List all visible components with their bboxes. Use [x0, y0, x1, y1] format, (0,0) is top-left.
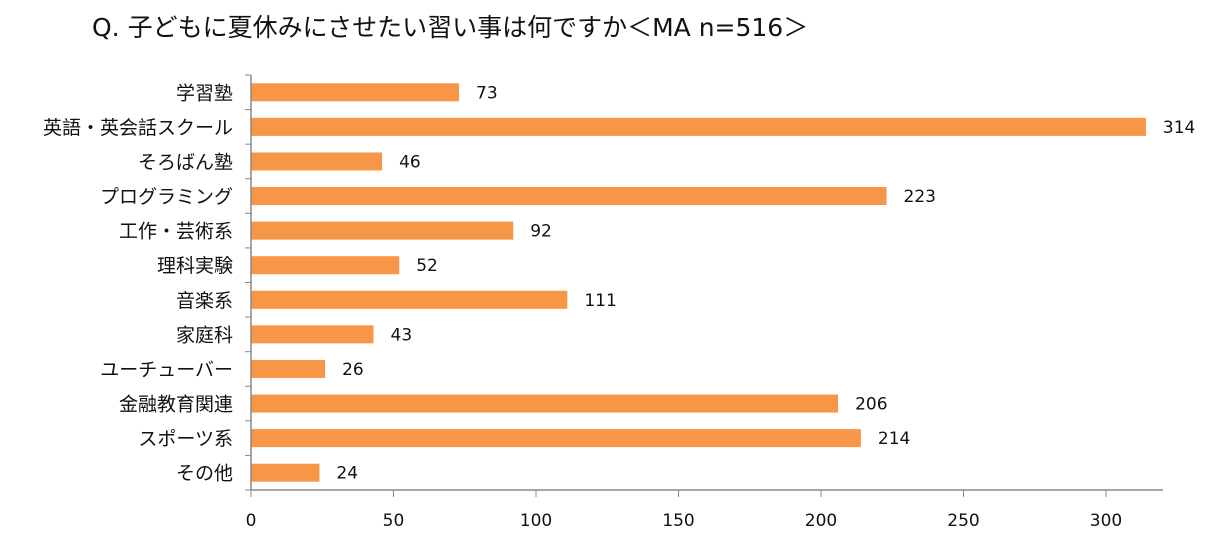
data-label: 43: [391, 325, 413, 345]
data-label: 223: [904, 187, 936, 207]
data-label: 214: [878, 429, 910, 449]
data-label: 46: [399, 152, 421, 172]
x-tick-label: 200: [805, 511, 837, 531]
category-label: そろばん塾: [138, 151, 233, 173]
category-label: 家庭科: [176, 324, 233, 346]
bar: [251, 187, 887, 206]
x-tick-label: 300: [1090, 511, 1122, 531]
bar: [251, 325, 374, 344]
category-label: 理科実験: [157, 255, 233, 277]
category-label: その他: [176, 463, 233, 485]
x-tick-label: 250: [947, 511, 979, 531]
category-label: プログラミング: [100, 186, 233, 208]
category-label: 音楽系: [176, 290, 233, 312]
x-tick-label: 150: [662, 511, 694, 531]
bar: [251, 463, 320, 482]
chart-title: Q. 子どもに夏休みにさせたい習い事は何ですか＜MA n=516＞: [92, 13, 809, 42]
x-tick-label: 0: [246, 511, 257, 531]
bar: [251, 117, 1146, 136]
bar: [251, 256, 400, 275]
category-label: ユーチューバー: [100, 359, 233, 381]
data-label: 206: [855, 395, 887, 415]
bar: [251, 429, 861, 448]
category-label: 英語・英会話スクール: [43, 117, 233, 139]
bar: [251, 83, 460, 102]
bar: [251, 394, 839, 413]
category-label: 工作・芸術系: [119, 221, 233, 243]
data-label: 24: [336, 464, 358, 484]
bar: [251, 359, 326, 378]
category-label: スポーツ系: [138, 428, 233, 450]
data-label: 73: [476, 83, 498, 103]
data-label: 26: [342, 360, 364, 380]
bar: [251, 152, 383, 171]
data-label: 314: [1163, 118, 1195, 138]
category-label: 学習塾: [176, 82, 233, 104]
category-label: 金融教育関連: [119, 394, 233, 416]
bar: [251, 221, 514, 240]
data-label: 92: [530, 222, 552, 242]
x-tick-label: 100: [520, 511, 552, 531]
data-label: 111: [584, 291, 616, 311]
bar: [251, 290, 568, 309]
data-label: 52: [416, 256, 438, 276]
x-tick-label: 50: [383, 511, 405, 531]
